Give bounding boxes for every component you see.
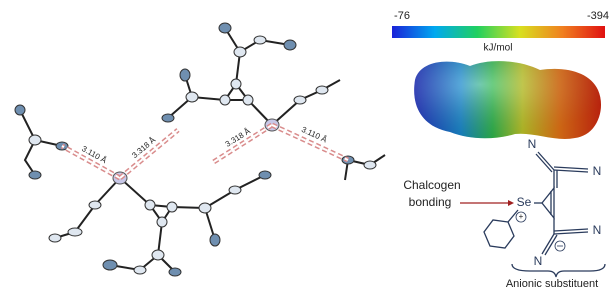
annotation: bonding [409,195,452,209]
crystal-structure: 3.110 Å 3.318 Å 3.318 Å 3.110 Å [15,23,385,276]
chemical-structure: Chalcogen bonding Se + N N N N Anionic s… [403,137,605,290]
figure: 3.110 Å 3.318 Å 3.318 Å 3.110 Å -76 -394… [0,0,611,290]
atom-label: N [593,223,602,237]
atom-label: N [534,254,543,268]
annotation: Chalcogen [403,178,460,192]
charge: + [519,212,524,221]
atom-label: N [528,137,537,151]
colorbar-unit: kJ/mol [484,43,513,54]
esp-surface [414,61,601,139]
caption: Anionic substituent [506,278,598,290]
atom-label: N [593,164,602,178]
colorbar-max: -394 [587,10,609,22]
color-bar [392,26,605,38]
atom-label: Se [517,195,532,209]
colorbar-min: -76 [394,10,410,22]
distance-label: 3.110 Å [80,144,109,165]
